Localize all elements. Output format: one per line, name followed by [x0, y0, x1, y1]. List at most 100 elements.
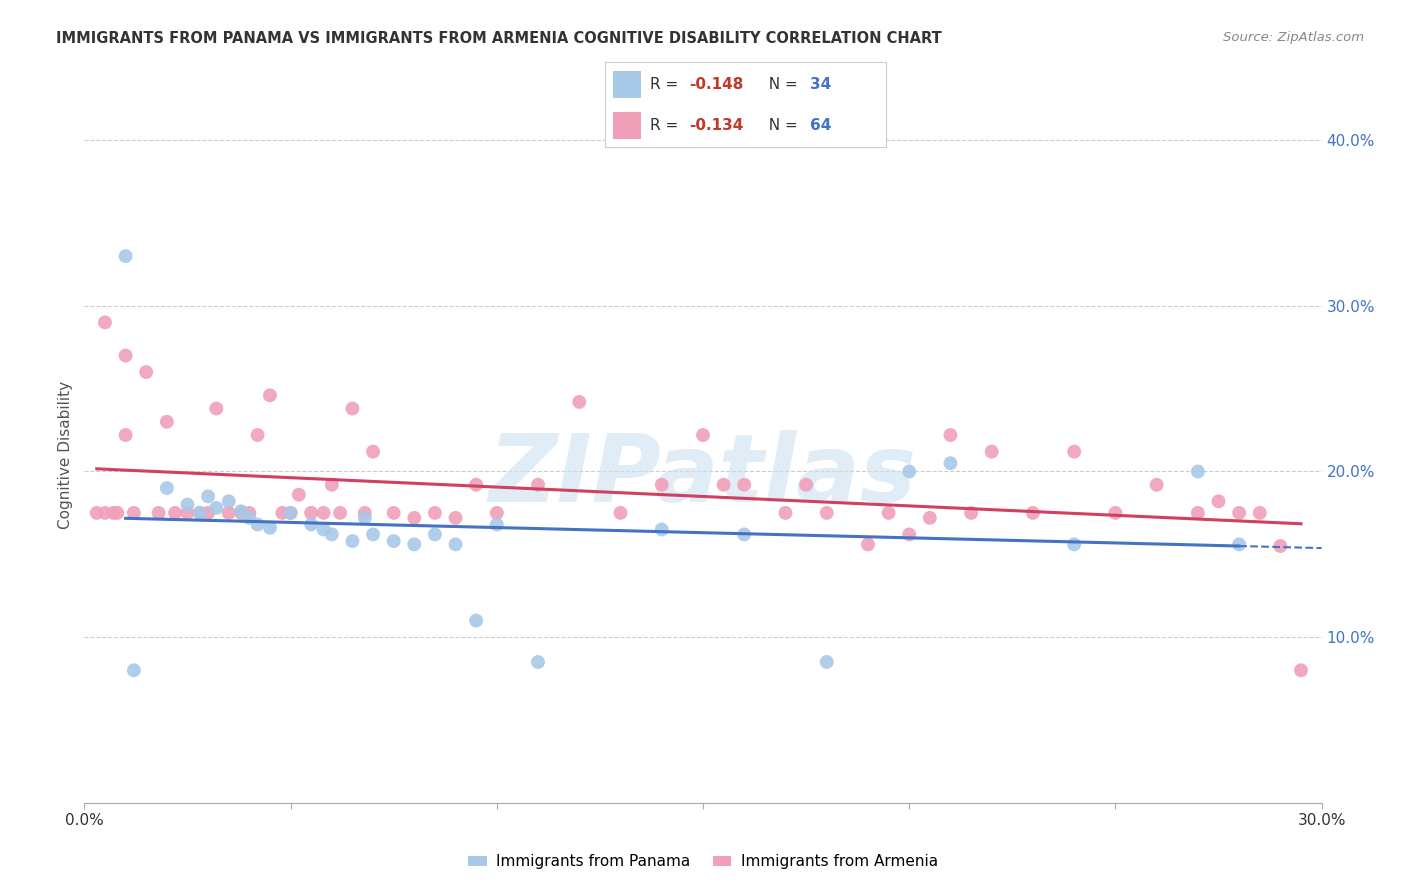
Point — [404, 511, 426, 525]
Text: N =: N = — [759, 118, 803, 133]
Point — [1227, 506, 1250, 520]
Point — [898, 527, 921, 541]
Point — [259, 521, 281, 535]
Text: IMMIGRANTS FROM PANAMA VS IMMIGRANTS FROM ARMENIA COGNITIVE DISABILITY CORRELATI: IMMIGRANTS FROM PANAMA VS IMMIGRANTS FRO… — [56, 31, 942, 46]
Legend: Immigrants from Panama, Immigrants from Armenia: Immigrants from Panama, Immigrants from … — [463, 848, 943, 875]
Point — [485, 506, 508, 520]
Point — [238, 506, 260, 520]
Point — [1289, 663, 1312, 677]
Point — [197, 489, 219, 503]
Point — [1270, 539, 1292, 553]
Point — [382, 506, 405, 520]
Point — [692, 428, 714, 442]
Point — [353, 511, 375, 525]
Point — [485, 517, 508, 532]
Point — [229, 506, 252, 520]
Point — [1022, 506, 1045, 520]
Point — [229, 504, 252, 518]
Point — [939, 428, 962, 442]
Point — [122, 663, 145, 677]
Text: -0.148: -0.148 — [689, 77, 744, 92]
Point — [342, 401, 364, 416]
Point — [1063, 537, 1085, 551]
Point — [197, 506, 219, 520]
Point — [156, 481, 179, 495]
Point — [342, 534, 364, 549]
Text: R =: R = — [650, 77, 683, 92]
Point — [135, 365, 157, 379]
Point — [361, 527, 384, 541]
Point — [568, 395, 591, 409]
Point — [733, 477, 755, 491]
Point — [165, 506, 187, 520]
Point — [280, 506, 302, 520]
Point — [176, 498, 198, 512]
Point — [898, 465, 921, 479]
Point — [188, 506, 211, 520]
Point — [1249, 506, 1271, 520]
Point — [259, 388, 281, 402]
Point — [238, 511, 260, 525]
Text: N =: N = — [759, 77, 803, 92]
Point — [312, 506, 335, 520]
Text: ZIPatlas: ZIPatlas — [489, 430, 917, 522]
Y-axis label: Cognitive Disability: Cognitive Disability — [58, 381, 73, 529]
Point — [423, 527, 446, 541]
Text: -0.134: -0.134 — [689, 118, 744, 133]
Point — [423, 506, 446, 520]
Point — [188, 506, 211, 520]
Point — [444, 537, 467, 551]
FancyBboxPatch shape — [613, 112, 641, 139]
Point — [280, 506, 302, 520]
Point — [218, 494, 240, 508]
Point — [271, 506, 294, 520]
Point — [465, 477, 488, 491]
Point — [877, 506, 900, 520]
FancyBboxPatch shape — [613, 71, 641, 98]
Text: R =: R = — [650, 118, 683, 133]
Point — [733, 527, 755, 541]
Point — [980, 444, 1002, 458]
Point — [775, 506, 797, 520]
Text: Source: ZipAtlas.com: Source: ZipAtlas.com — [1223, 31, 1364, 45]
Point — [651, 523, 673, 537]
Point — [94, 315, 117, 329]
Point — [94, 506, 117, 520]
Point — [321, 527, 343, 541]
Point — [856, 537, 879, 551]
Point — [1146, 477, 1168, 491]
Point — [218, 506, 240, 520]
Point — [444, 511, 467, 525]
Point — [794, 477, 817, 491]
Point — [939, 456, 962, 470]
Point — [713, 477, 735, 491]
Point — [114, 349, 136, 363]
Point — [103, 506, 125, 520]
Point — [105, 506, 128, 520]
Point — [960, 506, 983, 520]
Text: 64: 64 — [810, 118, 831, 133]
Point — [609, 506, 631, 520]
Point — [148, 506, 170, 520]
Point — [114, 428, 136, 442]
Point — [815, 506, 838, 520]
Point — [918, 511, 941, 525]
Point — [465, 614, 488, 628]
Point — [246, 517, 269, 532]
Point — [86, 506, 108, 520]
Point — [299, 517, 322, 532]
Point — [1208, 494, 1230, 508]
Point — [1227, 537, 1250, 551]
Point — [114, 249, 136, 263]
Text: 34: 34 — [810, 77, 831, 92]
Point — [329, 506, 352, 520]
Point — [1104, 506, 1126, 520]
Point — [299, 506, 322, 520]
Point — [361, 444, 384, 458]
Point — [176, 506, 198, 520]
Point — [205, 500, 228, 515]
Point — [815, 655, 838, 669]
Point — [321, 477, 343, 491]
Point — [122, 506, 145, 520]
Point — [353, 506, 375, 520]
